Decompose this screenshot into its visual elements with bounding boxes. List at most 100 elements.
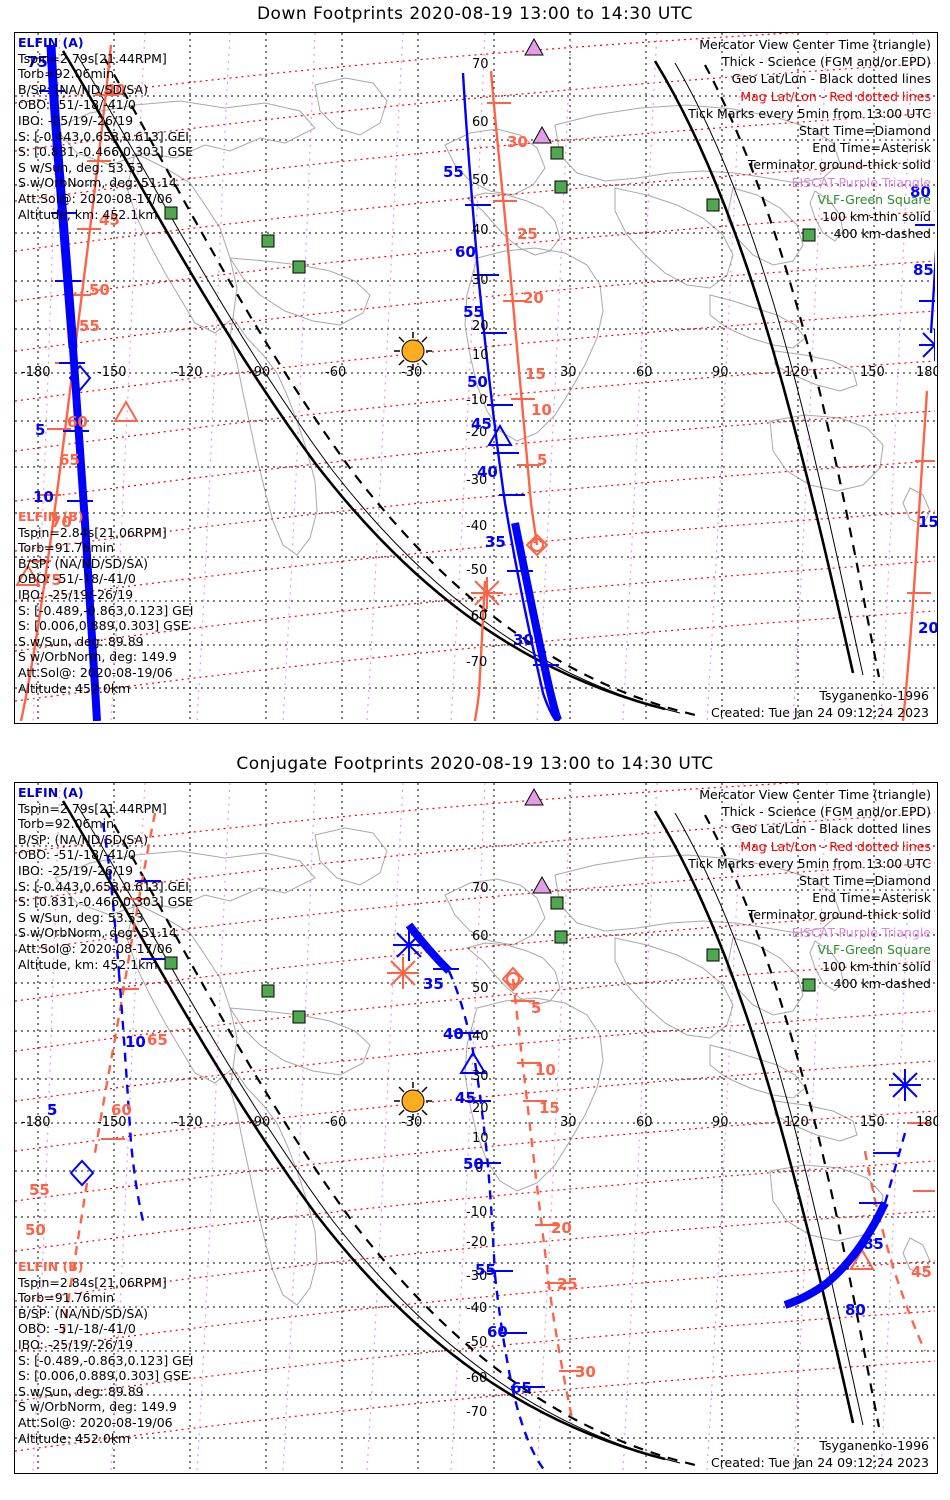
legend-item: Geo Lat/Lon - Black dotted lines <box>731 821 931 837</box>
track-a-ticks <box>39 90 935 666</box>
panel-conjugate-footprints: Conjugate Footprints 2020-08-19 13:00 to… <box>0 750 950 1500</box>
legend-item: 100 km-thin solid <box>822 958 931 974</box>
model-label-conjugate: Tsyganenko-1996 <box>819 1438 929 1453</box>
sat-b-line: Tspin=2.84s[21.06RPM] <box>18 524 167 540</box>
geo-grid-lines <box>15 783 935 1471</box>
track-a-markers <box>68 329 935 446</box>
sat-a-line: S: [0.831,-0.466,0.303] GSE <box>18 894 194 910</box>
sat-a-line: S w/OrbNorm, deg: 51.14 <box>18 175 177 191</box>
sat-name-b: ELFIN (B) <box>18 509 84 524</box>
legend-item: EISCAT-Purple Triangle <box>791 924 931 940</box>
info-block-elfin-b-down: ELFIN (B) Tspin=2.84s[21.06RPM] Torb=91.… <box>18 509 193 696</box>
sat-a-line: B/SP: (NA/ND/SD/SA) <box>18 81 148 97</box>
panel-title-down: Down Footprints 2020-08-19 13:00 to 14:3… <box>256 4 694 24</box>
legend-item: End Time=Asterisk <box>812 890 931 906</box>
legend-item: 100 km-thin solid <box>822 208 931 224</box>
legend-item: Geo Lat/Lon - Black dotted lines <box>731 71 931 87</box>
sat-a-line: S: [0.831,-0.466,0.303] GSE <box>18 144 194 160</box>
legend-item: Mag Lat/Lon - Red dotted lines <box>740 838 931 854</box>
mag-lat-lines <box>15 783 935 1452</box>
legend-item: Terminator ground-thick solid <box>747 907 931 923</box>
sat-b-line: Altitude: 452.0km <box>18 1430 131 1446</box>
sat-a-line: S: [-0.443,0.653,0.613] GEI <box>18 878 189 894</box>
track-b-conj-ticks <box>101 898 935 1372</box>
sat-b-line: OBO: -51/-18/-41/0 <box>18 571 136 587</box>
legend-item: EISCAT-Purple Triangle <box>791 174 931 190</box>
sat-b-line: OBO: -51/-18/-41/0 <box>18 1321 136 1337</box>
legend-item: Thick - Science (FGM and/or EPD) <box>722 54 931 70</box>
mag-lat-lines <box>15 33 935 702</box>
sat-a-line: Torb=92.06min <box>18 66 115 82</box>
sat-b-line: S w/OrbNorm, deg: 149.9 <box>18 649 177 665</box>
sat-a-line: OBO: -51/-18/-41/0 <box>18 97 136 113</box>
legend-item: Tick Marks every 5min from 13:00 UTC <box>688 105 931 121</box>
sat-b-line: Att.Sol@: 2020-08-19/06 <box>18 664 173 680</box>
legend-item: Mercator View Center Time (triangle) <box>699 787 931 802</box>
legend-down: Mercator View Center Time (triangle) Thi… <box>688 36 931 242</box>
sat-a-line: S w/OrbNorm, deg: 51.14 <box>18 925 177 941</box>
sat-a-line: IBO: -25/19/-26/19 <box>18 862 134 878</box>
sat-a-line: S w/Sun, deg: 53.53 <box>18 909 144 925</box>
sat-a-line: IBO: -25/19/-26/19 <box>18 112 134 128</box>
sat-a-line: Att.Sol@: 2020-08-17/06 <box>18 190 173 206</box>
sat-b-line: Torb=91.76min <box>18 1290 115 1306</box>
eiscat-markers <box>524 37 552 144</box>
track-a-conj-markers <box>69 929 921 1187</box>
panel-down-footprints: Down Footprints 2020-08-19 13:00 to 14:3… <box>14 4 938 724</box>
sat-a-line: Altitude, km: 452.1km <box>18 206 158 222</box>
legend-item: Tick Marks every 5min from 13:00 UTC <box>688 855 931 871</box>
track-elfin-b-conjugate <box>61 812 935 1424</box>
geo-grid-lines <box>15 33 935 721</box>
sat-b-line: S: [-0.489,-0.863,0.123] GEI <box>18 1352 194 1368</box>
info-block-elfin-a-conjugate: ELFIN (A) Tspin=2.79s[21.44RPM] Torb=92.… <box>18 785 193 972</box>
sat-b-line: B/SP: (NA/ND/SD/SA) <box>18 555 148 571</box>
vlf-markers <box>164 896 816 1024</box>
sat-b-line: B/SP: (NA/ND/SD/SA) <box>18 1305 148 1321</box>
legend-item: Start Time=Diamond <box>798 122 931 138</box>
created-label-conjugate: Created: Tue Jan 24 09:12:24 2023 <box>710 1455 929 1470</box>
legend-item: End Time=Asterisk <box>812 140 931 156</box>
sat-name-a: ELFIN (A) <box>18 35 84 50</box>
map-canvas-conjugate <box>15 783 935 1471</box>
sat-b-line: S w/Sun, deg: 89.89 <box>18 1383 144 1399</box>
sat-b-line: S: [0.006,0.889,0.303] GSE <box>18 618 189 634</box>
legend-conjugate: Mercator View Center Time (triangle) Thi… <box>688 786 931 992</box>
created-label-down: Created: Tue Jan 24 09:12:24 2023 <box>710 705 929 720</box>
sat-b-line: S w/Sun, deg: 89.89 <box>18 633 144 649</box>
sat-b-line: Altitude: 452.0km <box>18 680 131 696</box>
sat-b-line: Torb=91.76min <box>18 540 115 556</box>
sun-icon <box>394 1082 432 1120</box>
map-frame-conjugate: -180 -150 -120 -90 -60 -30 30 60 90 120 … <box>14 782 938 1474</box>
map-canvas-down <box>15 33 935 721</box>
eiscat-markers <box>524 787 552 894</box>
legend-item: Mag Lat/Lon - Red dotted lines <box>740 88 931 104</box>
sat-a-line: Att.Sol@: 2020-08-17/06 <box>18 940 173 956</box>
sat-a-line: Tspin=2.79s[21.44RPM] <box>18 800 167 816</box>
sun-icon <box>394 332 432 370</box>
sat-b-line: Tspin=2.84s[21.06RPM] <box>18 1274 167 1290</box>
terminator-ground <box>61 800 881 1467</box>
sat-a-line: Torb=92.06min <box>18 816 115 832</box>
legend-item: Terminator ground-thick solid <box>747 157 931 173</box>
sat-b-line: S: [-0.489,-0.863,0.123] GEI <box>18 602 194 618</box>
terminator-ground <box>61 50 881 717</box>
legend-item: 400 km-dashed <box>833 226 931 242</box>
model-label-down: Tsyganenko-1996 <box>819 688 929 703</box>
legend-item: Mercator View Center Time (triangle) <box>699 37 931 52</box>
vlf-markers <box>164 146 816 274</box>
sat-a-line: B/SP: (NA/ND/SD/SA) <box>18 831 148 847</box>
track-b-markers <box>15 400 549 609</box>
legend-item: Start Time=Diamond <box>798 872 931 888</box>
track-elfin-a-down <box>39 44 935 721</box>
sat-a-line: S: [-0.443,0.653,0.613] GEI <box>18 128 189 144</box>
track-elfin-a-conjugate <box>69 822 921 1471</box>
sat-b-line: Att.Sol@: 2020-08-19/06 <box>18 1414 173 1430</box>
sat-b-line: IBO: -25/19/-26/19 <box>18 1336 134 1352</box>
sat-a-line: OBO: -51/-18/-41/0 <box>18 847 136 863</box>
sat-b-line: IBO: -25/19/-26/19 <box>18 586 134 602</box>
legend-item: VLF-Green Square <box>817 941 931 957</box>
track-a-conj-ticks <box>135 880 899 1388</box>
sat-a-line: Tspin=2.79s[21.44RPM] <box>18 50 167 66</box>
legend-item: Thick - Science (FGM and/or EPD) <box>722 804 931 820</box>
